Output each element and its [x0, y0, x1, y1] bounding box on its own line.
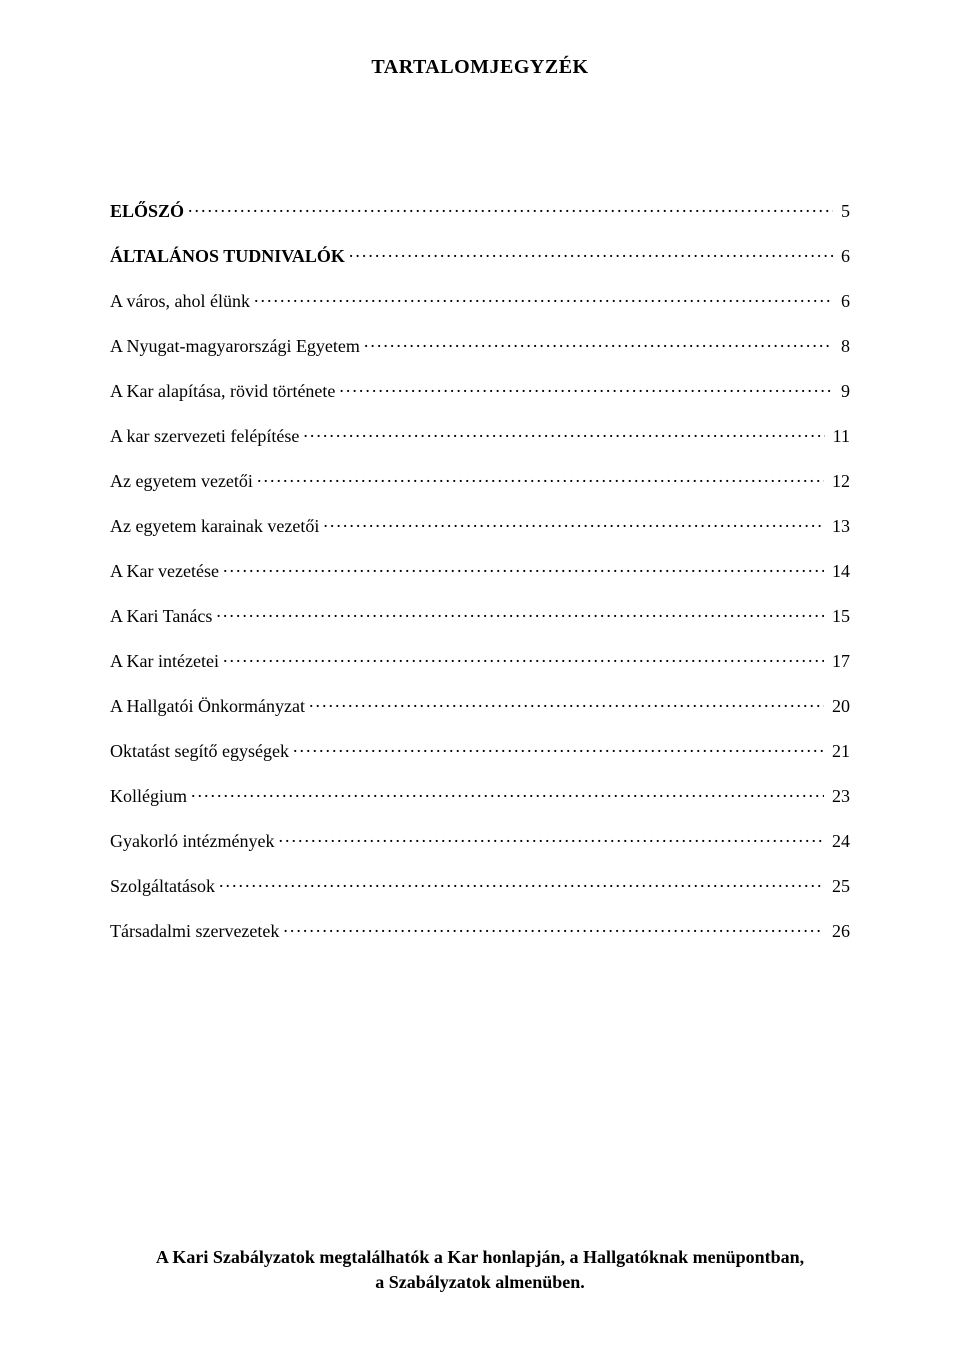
toc-entry: Oktatást segítő egységek 21	[110, 739, 850, 762]
toc-label: A Hallgatói Önkormányzat	[110, 696, 305, 717]
toc-leader	[339, 379, 833, 397]
toc-leader	[283, 919, 824, 937]
toc-entry: A Nyugat-magyarországi Egyetem 8	[110, 334, 850, 357]
toc-page: 23	[828, 786, 850, 807]
toc-leader	[349, 244, 833, 262]
toc-page: 11	[829, 426, 850, 447]
toc-leader	[223, 559, 824, 577]
toc-label: Kollégium	[110, 786, 187, 807]
toc-leader	[323, 514, 824, 532]
toc-page: 21	[828, 741, 850, 762]
toc-leader	[364, 334, 833, 352]
toc-label: A Kar alapítása, rövid története	[110, 381, 335, 402]
toc-page: 24	[828, 831, 850, 852]
document-page: TARTALOMJEGYZÉK ELŐSZÓ 5 ÁLTALÁNOS TUDNI…	[0, 0, 960, 1367]
toc-page: 14	[828, 561, 850, 582]
toc-label: A Kar intézetei	[110, 651, 219, 672]
toc-page: 6	[837, 246, 850, 267]
toc-label: ELŐSZÓ	[110, 201, 184, 222]
toc-entry: A Hallgatói Önkormányzat 20	[110, 694, 850, 717]
toc-entry: A Kar intézetei 17	[110, 649, 850, 672]
toc-page: 25	[828, 876, 850, 897]
toc-page: 20	[828, 696, 850, 717]
toc-list: ELŐSZÓ 5 ÁLTALÁNOS TUDNIVALÓK 6 A város,…	[110, 199, 850, 942]
toc-label: A Kari Tanács	[110, 606, 212, 627]
toc-leader	[254, 289, 833, 307]
toc-label: Az egyetem karainak vezetői	[110, 516, 319, 537]
toc-page: 15	[828, 606, 850, 627]
toc-page: 5	[837, 201, 850, 222]
toc-label: A kar szervezeti felépítése	[110, 426, 299, 447]
toc-entry: Gyakorló intézmények 24	[110, 829, 850, 852]
toc-leader	[293, 739, 824, 757]
toc-label: ÁLTALÁNOS TUDNIVALÓK	[110, 246, 345, 267]
toc-label: Társadalmi szervezetek	[110, 921, 279, 942]
toc-leader	[257, 469, 824, 487]
toc-leader	[216, 604, 824, 622]
toc-entry: Társadalmi szervezetek 26	[110, 919, 850, 942]
toc-page: 6	[837, 291, 850, 312]
toc-page: 26	[828, 921, 850, 942]
toc-page: 8	[837, 336, 850, 357]
footer-note: A Kari Szabályzatok megtalálhatók a Kar …	[110, 1245, 850, 1295]
toc-label: A Kar vezetése	[110, 561, 219, 582]
toc-label: Gyakorló intézmények	[110, 831, 274, 852]
toc-label: A város, ahol élünk	[110, 291, 250, 312]
toc-leader	[309, 694, 824, 712]
toc-entry: Az egyetem karainak vezetői 13	[110, 514, 850, 537]
footer-line-2: a Szabályzatok almenüben.	[110, 1270, 850, 1295]
toc-label: Oktatást segítő egységek	[110, 741, 289, 762]
toc-entry: ÁLTALÁNOS TUDNIVALÓK 6	[110, 244, 850, 267]
toc-entry: A város, ahol élünk 6	[110, 289, 850, 312]
toc-page: 13	[828, 516, 850, 537]
toc-entry: Kollégium 23	[110, 784, 850, 807]
footer-line-1: A Kari Szabályzatok megtalálhatók a Kar …	[110, 1245, 850, 1270]
toc-entry: A Kar vezetése 14	[110, 559, 850, 582]
toc-leader	[219, 874, 824, 892]
toc-entry: Szolgáltatások 25	[110, 874, 850, 897]
toc-leader	[278, 829, 824, 847]
page-title: TARTALOMJEGYZÉK	[110, 56, 850, 79]
toc-label: A Nyugat-magyarországi Egyetem	[110, 336, 360, 357]
toc-entry: A kar szervezeti felépítése 11	[110, 424, 850, 447]
toc-entry: A Kari Tanács 15	[110, 604, 850, 627]
toc-page: 9	[837, 381, 850, 402]
toc-leader	[303, 424, 824, 442]
toc-leader	[223, 649, 824, 667]
toc-page: 12	[828, 471, 850, 492]
toc-leader	[188, 199, 833, 217]
toc-page: 17	[828, 651, 850, 672]
toc-label: Szolgáltatások	[110, 876, 215, 897]
toc-label: Az egyetem vezetői	[110, 471, 253, 492]
toc-entry: Az egyetem vezetői 12	[110, 469, 850, 492]
toc-entry: A Kar alapítása, rövid története 9	[110, 379, 850, 402]
toc-entry: ELŐSZÓ 5	[110, 199, 850, 222]
toc-leader	[191, 784, 824, 802]
